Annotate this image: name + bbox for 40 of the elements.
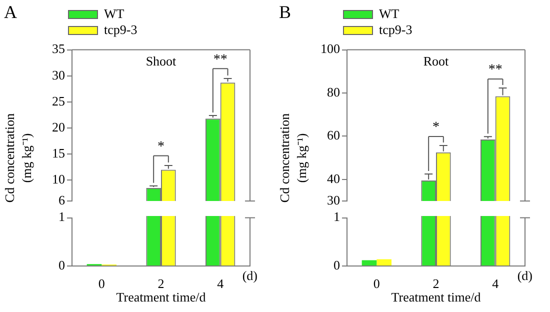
y-tick-label: 25: [52, 93, 65, 108]
y-tick-label: 30: [327, 192, 340, 208]
y-tick-label: 1: [58, 209, 65, 224]
y-axis-title: Cd concentration (mg kg⁻¹): [1, 112, 35, 205]
legend-label: tcp9-3: [379, 22, 412, 38]
y-tick-label: 0: [334, 257, 340, 272]
y-tick-label: 60: [327, 128, 340, 143]
y-tick-label: 0: [58, 257, 65, 272]
y-tick-label: 30: [52, 67, 65, 82]
text: (d): [242, 268, 258, 283]
y-tick-label: 10: [52, 172, 65, 187]
x-tick-label: 4: [217, 276, 224, 292]
text: B: [279, 2, 292, 23]
annotation: **: [488, 62, 502, 78]
x-axis-title: Treatment time/d: [116, 290, 206, 305]
x-tick-label: 2: [158, 276, 164, 292]
y-tick-label: 6: [58, 192, 66, 208]
y-axis-title: Cd concentration (mg kg⁻¹): [276, 112, 310, 205]
legend-label: WT: [379, 6, 400, 22]
legend-label: WT: [104, 6, 124, 22]
y-tick-label: 1: [334, 209, 340, 224]
x-axis-title: Treatment time/d: [391, 290, 482, 305]
y-tick-label: 100: [320, 41, 340, 56]
annotation: *: [158, 139, 164, 154]
x-tick-label: 0: [373, 276, 380, 292]
y-tick-label: 35: [52, 41, 65, 56]
x-tick-label: 2: [432, 276, 440, 292]
chart-title: Shoot: [146, 54, 177, 69]
x-tick-label: 0: [98, 276, 105, 292]
y-tick-label: 20: [52, 119, 65, 134]
text: A: [4, 2, 17, 23]
y-tick-label: 40: [327, 170, 340, 186]
y-tick-label: 15: [52, 146, 65, 160]
annotation: **: [213, 52, 228, 68]
x-tick-label: 4: [492, 276, 500, 292]
text: (d): [517, 268, 533, 283]
y-tick-label: 80: [327, 84, 340, 100]
chart-title: Root: [423, 54, 450, 69]
legend-label: tcp9-3: [104, 22, 138, 38]
annotation: *: [432, 120, 440, 136]
